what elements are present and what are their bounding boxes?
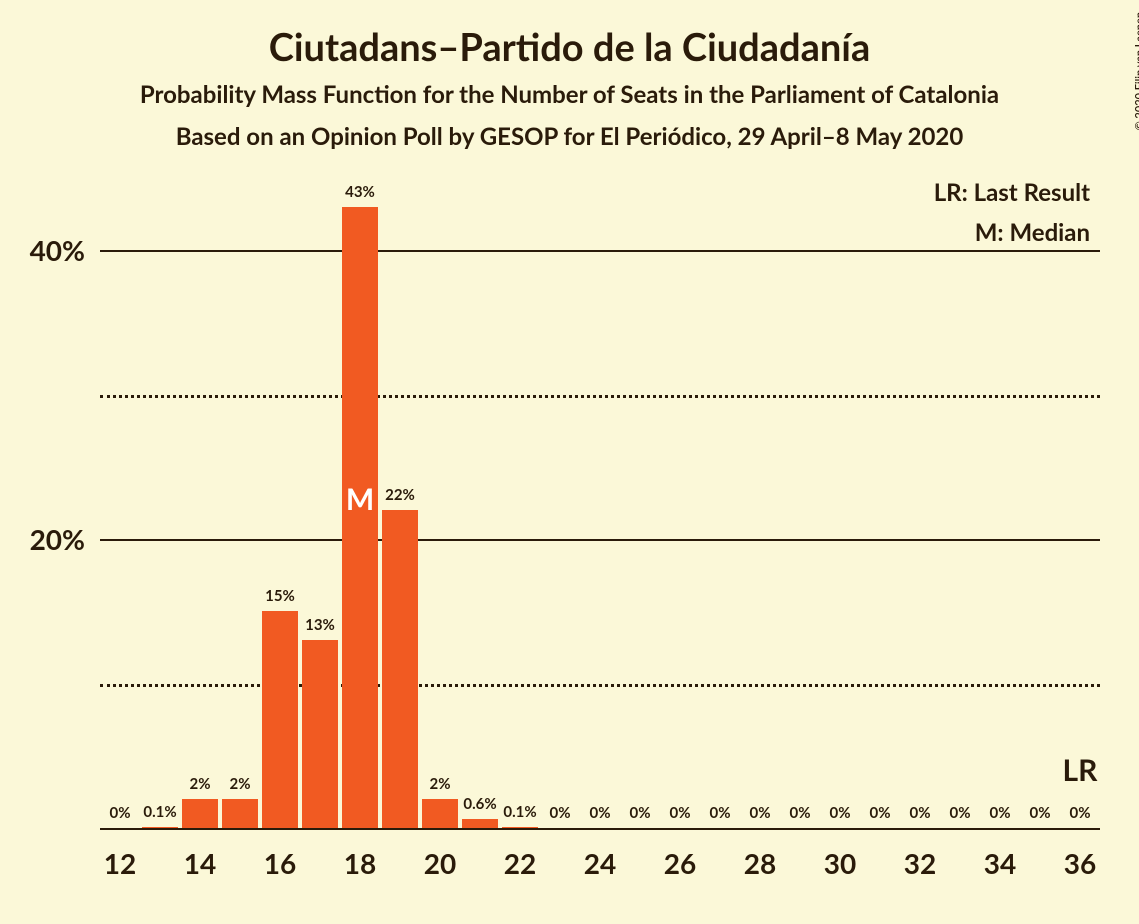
bar-value-label: 0%: [110, 804, 131, 822]
median-marker: M: [346, 481, 374, 517]
chart-subtitle-2: Based on an Opinion Poll by GESOP for El…: [0, 122, 1139, 151]
bar-value-label: 2%: [230, 775, 251, 793]
bar: [142, 827, 178, 828]
bar: [262, 611, 298, 828]
last-result-marker: LR: [1063, 752, 1098, 788]
x-axis-tick-label: 20: [424, 846, 456, 880]
x-axis-tick-label: 26: [664, 846, 696, 880]
bar-value-label: 15%: [265, 587, 295, 605]
bar-value-label: 0.1%: [143, 803, 176, 821]
gridline: [100, 539, 1100, 541]
x-axis-tick-label: 22: [504, 846, 536, 880]
y-axis-tick-label: 40%: [10, 233, 85, 267]
bar-value-label: 0%: [790, 804, 811, 822]
bar: [462, 819, 498, 828]
bar-value-label: 0%: [950, 804, 971, 822]
x-axis-tick-label: 32: [904, 846, 936, 880]
bar: [182, 799, 218, 828]
bar-value-label: 0.1%: [503, 803, 536, 821]
x-axis-tick-label: 14: [184, 846, 216, 880]
bar-value-label: 0%: [590, 804, 611, 822]
gridline: [100, 828, 1100, 830]
bar-value-label: 0%: [1030, 804, 1051, 822]
x-axis-tick-label: 24: [584, 846, 616, 880]
bar: [422, 799, 458, 828]
bar-value-label: 22%: [385, 486, 415, 504]
gridline: [100, 684, 1100, 687]
x-axis-tick-label: 12: [104, 846, 136, 880]
bar-value-label: 0%: [1070, 804, 1091, 822]
chart-title: Ciutadans–Partido de la Ciudadanía: [0, 24, 1139, 70]
x-axis-tick-label: 30: [824, 846, 856, 880]
bar-value-label: 0%: [670, 804, 691, 822]
y-axis-tick-label: 20%: [10, 522, 85, 556]
chart-container: Ciutadans–Partido de la Ciudadanía Proba…: [0, 0, 1139, 924]
bar-value-label: 43%: [345, 183, 375, 201]
plot-area: 20%40%0%0.1%2%2%15%13%43%22%2%0.6%0.1%0%…: [100, 178, 1100, 828]
bar-value-label: 0%: [550, 804, 571, 822]
copyright-text: © 2020 Filip van Laenen: [1133, 12, 1139, 130]
gridline: [100, 395, 1100, 398]
bar-value-label: 0.6%: [463, 795, 496, 813]
bar-value-label: 0%: [830, 804, 851, 822]
bar-value-label: 0%: [870, 804, 891, 822]
x-axis-tick-label: 34: [984, 846, 1016, 880]
bar-value-label: 13%: [305, 616, 335, 634]
x-axis-tick-label: 18: [344, 846, 376, 880]
legend-line: M: Median: [975, 218, 1090, 247]
bar: [302, 640, 338, 828]
x-axis-tick-label: 28: [744, 846, 776, 880]
bar-value-label: 0%: [630, 804, 651, 822]
bar-value-label: 0%: [710, 804, 731, 822]
bar-value-label: 2%: [430, 775, 451, 793]
gridline: [100, 250, 1100, 252]
bar: [502, 827, 538, 828]
bar-value-label: 0%: [750, 804, 771, 822]
x-axis-tick-label: 36: [1064, 846, 1096, 880]
bar-value-label: 0%: [910, 804, 931, 822]
bar: [382, 510, 418, 828]
x-axis-tick-label: 16: [264, 846, 296, 880]
chart-subtitle-1: Probability Mass Function for the Number…: [0, 80, 1139, 109]
legend-line: LR: Last Result: [934, 178, 1090, 207]
bar: [222, 799, 258, 828]
bar-value-label: 2%: [190, 775, 211, 793]
bar-value-label: 0%: [990, 804, 1011, 822]
bar: [342, 207, 378, 828]
